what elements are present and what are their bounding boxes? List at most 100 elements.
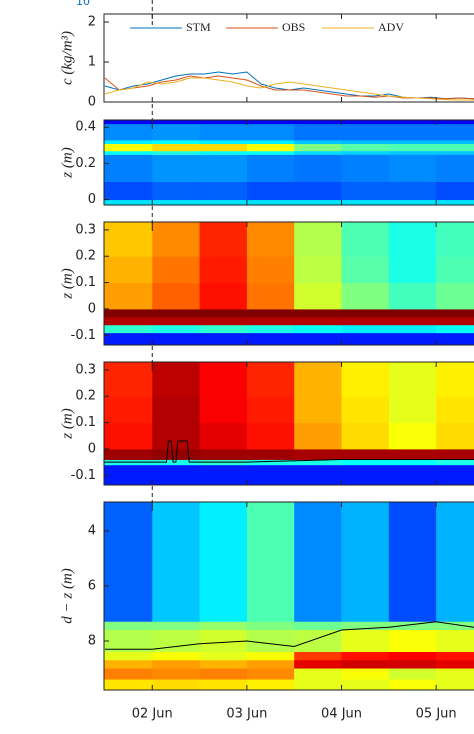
- heat-cell: [294, 308, 343, 318]
- y-tick-label: -0.1: [71, 468, 96, 483]
- heat-cell: [246, 679, 295, 690]
- heat-cell: [104, 123, 153, 141]
- heat-cell: [104, 181, 153, 201]
- heat-cell: [341, 154, 390, 182]
- heat-cell: [199, 660, 248, 670]
- axes-frame: [103, 13, 474, 103]
- heat-cell: [246, 154, 295, 182]
- heat-cell: [152, 668, 201, 681]
- heat-cell: [294, 199, 343, 205]
- heat-cell: [341, 308, 390, 318]
- heat-cell: [104, 396, 153, 424]
- heat-cell: [294, 120, 343, 125]
- heat-cell: [246, 139, 295, 145]
- heat-cell: [152, 222, 201, 257]
- heat-cell: [199, 324, 248, 334]
- plot-area: [104, 502, 474, 690]
- heat-cell: [104, 422, 153, 450]
- heat-cell: [199, 150, 248, 155]
- y-tick-label: 4: [88, 523, 96, 538]
- heat-cell: [199, 362, 248, 397]
- y-axis-label: d − z (m): [59, 568, 75, 624]
- y-tick-label: -0.1: [71, 328, 96, 343]
- legend-label: OBS: [282, 20, 305, 34]
- heat-cell: [246, 120, 295, 125]
- heat-cell: [104, 308, 153, 318]
- heat-cell: [246, 459, 295, 466]
- heat-cell: [436, 120, 474, 125]
- heat-cell: [294, 668, 343, 681]
- heat-cell: [104, 502, 153, 623]
- heat-cell: [152, 396, 201, 424]
- heat-cell: [436, 668, 474, 681]
- heat-cell: [388, 316, 437, 326]
- y-axis-label: z (m): [59, 147, 75, 178]
- heat-cell: [104, 629, 153, 653]
- heat-cell: [104, 154, 153, 182]
- heat-cell: [199, 629, 248, 653]
- heat-cell: [152, 123, 201, 141]
- heat-cell: [341, 123, 390, 141]
- plot-area: [104, 222, 474, 345]
- heat-cell: [388, 629, 437, 653]
- legend-label: STM: [186, 20, 211, 34]
- heat-cell: [246, 222, 295, 257]
- heat-cell: [152, 154, 201, 182]
- heat-cell: [152, 660, 201, 670]
- heat-cell: [246, 629, 295, 653]
- heat-cell: [436, 629, 474, 653]
- heat-cell: [294, 316, 343, 326]
- heat-cell: [436, 199, 474, 205]
- heat-cell: [294, 459, 343, 466]
- heat-cell: [246, 396, 295, 424]
- heat-cell: [246, 316, 295, 326]
- y-axis-label: c (kg/m³): [59, 31, 75, 85]
- heat-cell: [341, 316, 390, 326]
- heat-cell: [294, 154, 343, 182]
- heat-cell: [294, 143, 343, 152]
- heat-cell: [152, 324, 201, 334]
- heat-cell: [294, 222, 343, 257]
- heat-cell: [104, 282, 153, 310]
- heat-cell: [294, 679, 343, 690]
- heat-cell: [436, 679, 474, 690]
- heat-cell: [388, 150, 437, 155]
- heat-cell: [104, 621, 153, 631]
- heat-cell: [246, 324, 295, 334]
- heat-cell: [199, 282, 248, 310]
- heat-cell: [246, 464, 295, 485]
- heat-cell: [246, 123, 295, 141]
- y-tick-label: 0: [88, 441, 96, 456]
- heat-cell: [152, 120, 201, 125]
- heat-cell: [388, 502, 437, 623]
- heat-cell: [294, 621, 343, 631]
- heat-cell: [341, 324, 390, 334]
- heat-cell: [341, 256, 390, 284]
- heat-cell: [199, 668, 248, 681]
- heat-cell: [388, 422, 437, 450]
- heat-cell: [199, 143, 248, 152]
- heat-cell: [436, 422, 474, 450]
- heat-cell: [341, 502, 390, 623]
- heat-cell: [152, 181, 201, 201]
- heat-cell: [104, 464, 153, 485]
- heat-cell: [294, 332, 343, 345]
- heat-cell: [199, 139, 248, 145]
- heat-cell: [294, 464, 343, 485]
- y-tick-label: 2: [88, 15, 96, 30]
- heat-cell: [436, 362, 474, 397]
- y-axis-label: z (m): [59, 268, 75, 299]
- heat-cell: [246, 621, 295, 631]
- heat-cell: [199, 316, 248, 326]
- heat-cell: [152, 282, 201, 310]
- heat-cell: [341, 199, 390, 205]
- heat-cell: [388, 308, 437, 318]
- heat-cell: [388, 282, 437, 310]
- heat-cell: [436, 139, 474, 145]
- heat-cell: [388, 660, 437, 670]
- profile-line: [104, 621, 474, 650]
- x-tick-label: 03 Jun: [226, 707, 267, 722]
- profile-line: [104, 440, 474, 463]
- heat-cell: [436, 459, 474, 466]
- heat-cell: [341, 459, 390, 466]
